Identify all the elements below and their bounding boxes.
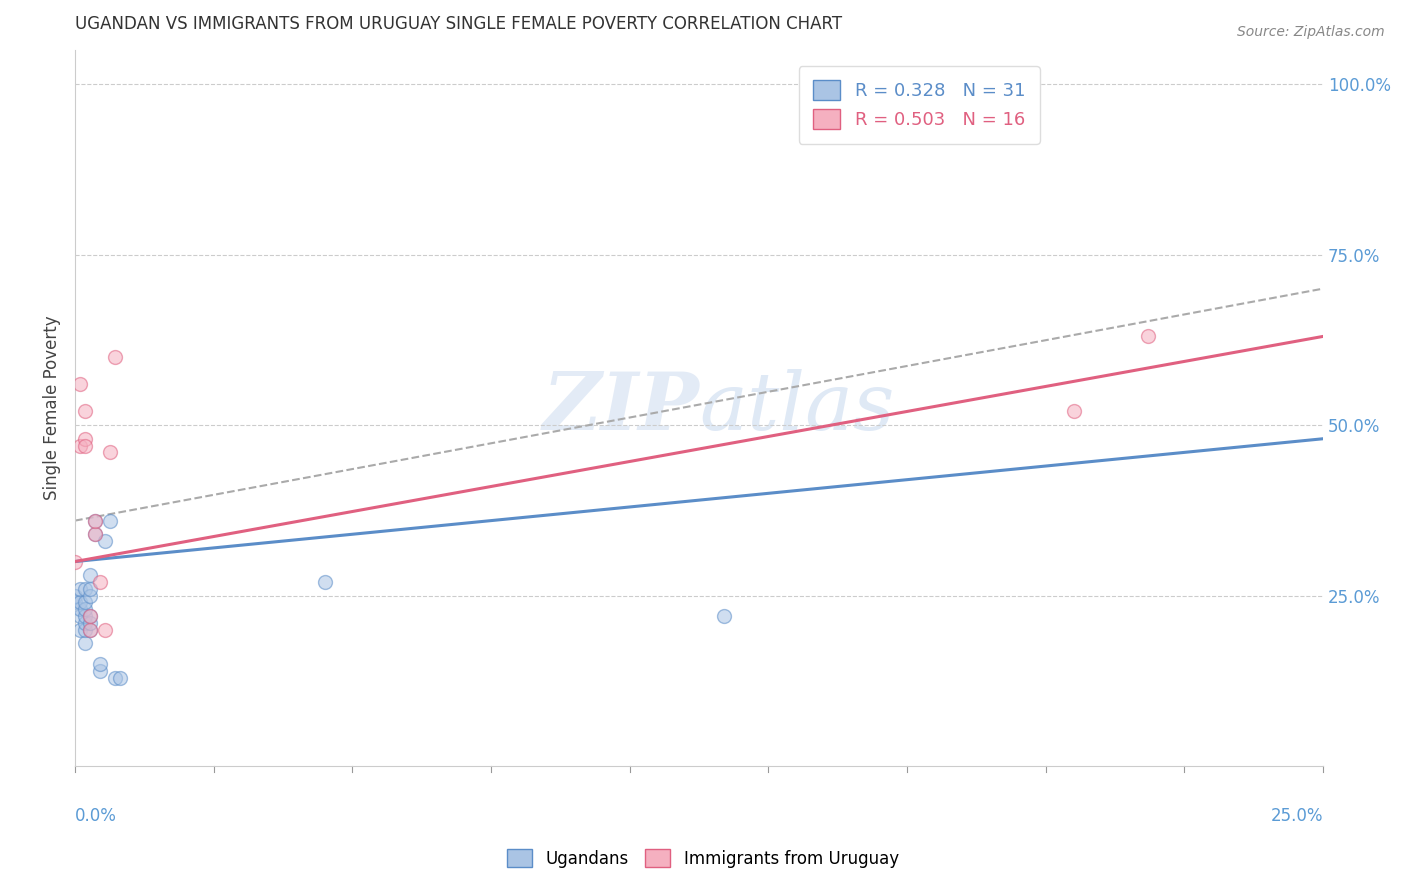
Legend: R = 0.328   N = 31, R = 0.503   N = 16: R = 0.328 N = 31, R = 0.503 N = 16 <box>799 66 1039 144</box>
Point <box>94 623 117 637</box>
Point <box>98 445 121 459</box>
Point <box>89 664 111 678</box>
Point <box>79 615 101 630</box>
Point <box>73 595 96 609</box>
Point <box>73 615 96 630</box>
Point <box>84 527 107 541</box>
Point <box>98 514 121 528</box>
Point <box>73 404 96 418</box>
Point <box>84 514 107 528</box>
Point <box>73 439 96 453</box>
Point <box>108 671 131 685</box>
Point <box>94 534 117 549</box>
Point <box>104 671 127 685</box>
Text: ZIP: ZIP <box>543 369 699 447</box>
Point <box>84 514 107 528</box>
Point <box>79 623 101 637</box>
Text: 25.0%: 25.0% <box>1271 807 1323 825</box>
Text: 0.0%: 0.0% <box>75 807 117 825</box>
Point <box>69 582 91 596</box>
Point <box>84 527 107 541</box>
Point <box>69 377 91 392</box>
Point <box>63 589 86 603</box>
Point <box>79 582 101 596</box>
Point <box>89 574 111 589</box>
Point <box>69 609 91 624</box>
Point <box>79 568 101 582</box>
Point <box>73 623 96 637</box>
Point <box>73 602 96 616</box>
Point <box>862 97 884 112</box>
Text: Source: ZipAtlas.com: Source: ZipAtlas.com <box>1237 25 1385 39</box>
Point <box>73 609 96 624</box>
Point <box>69 623 91 637</box>
Point <box>713 609 735 624</box>
Point <box>63 595 86 609</box>
Point <box>79 623 101 637</box>
Point <box>79 589 101 603</box>
Point <box>69 439 91 453</box>
Y-axis label: Single Female Poverty: Single Female Poverty <box>44 316 60 500</box>
Legend: Ugandans, Immigrants from Uruguay: Ugandans, Immigrants from Uruguay <box>495 838 911 880</box>
Point <box>73 636 96 650</box>
Point <box>69 602 91 616</box>
Text: UGANDAN VS IMMIGRANTS FROM URUGUAY SINGLE FEMALE POVERTY CORRELATION CHART: UGANDAN VS IMMIGRANTS FROM URUGUAY SINGL… <box>75 15 842 33</box>
Point <box>314 574 336 589</box>
Point <box>104 350 127 364</box>
Point <box>1137 329 1160 343</box>
Point <box>69 595 91 609</box>
Point <box>73 582 96 596</box>
Point <box>79 609 101 624</box>
Point <box>1063 404 1085 418</box>
Point <box>63 555 86 569</box>
Point <box>79 609 101 624</box>
Point <box>89 657 111 671</box>
Text: atlas: atlas <box>699 369 894 447</box>
Point <box>73 432 96 446</box>
